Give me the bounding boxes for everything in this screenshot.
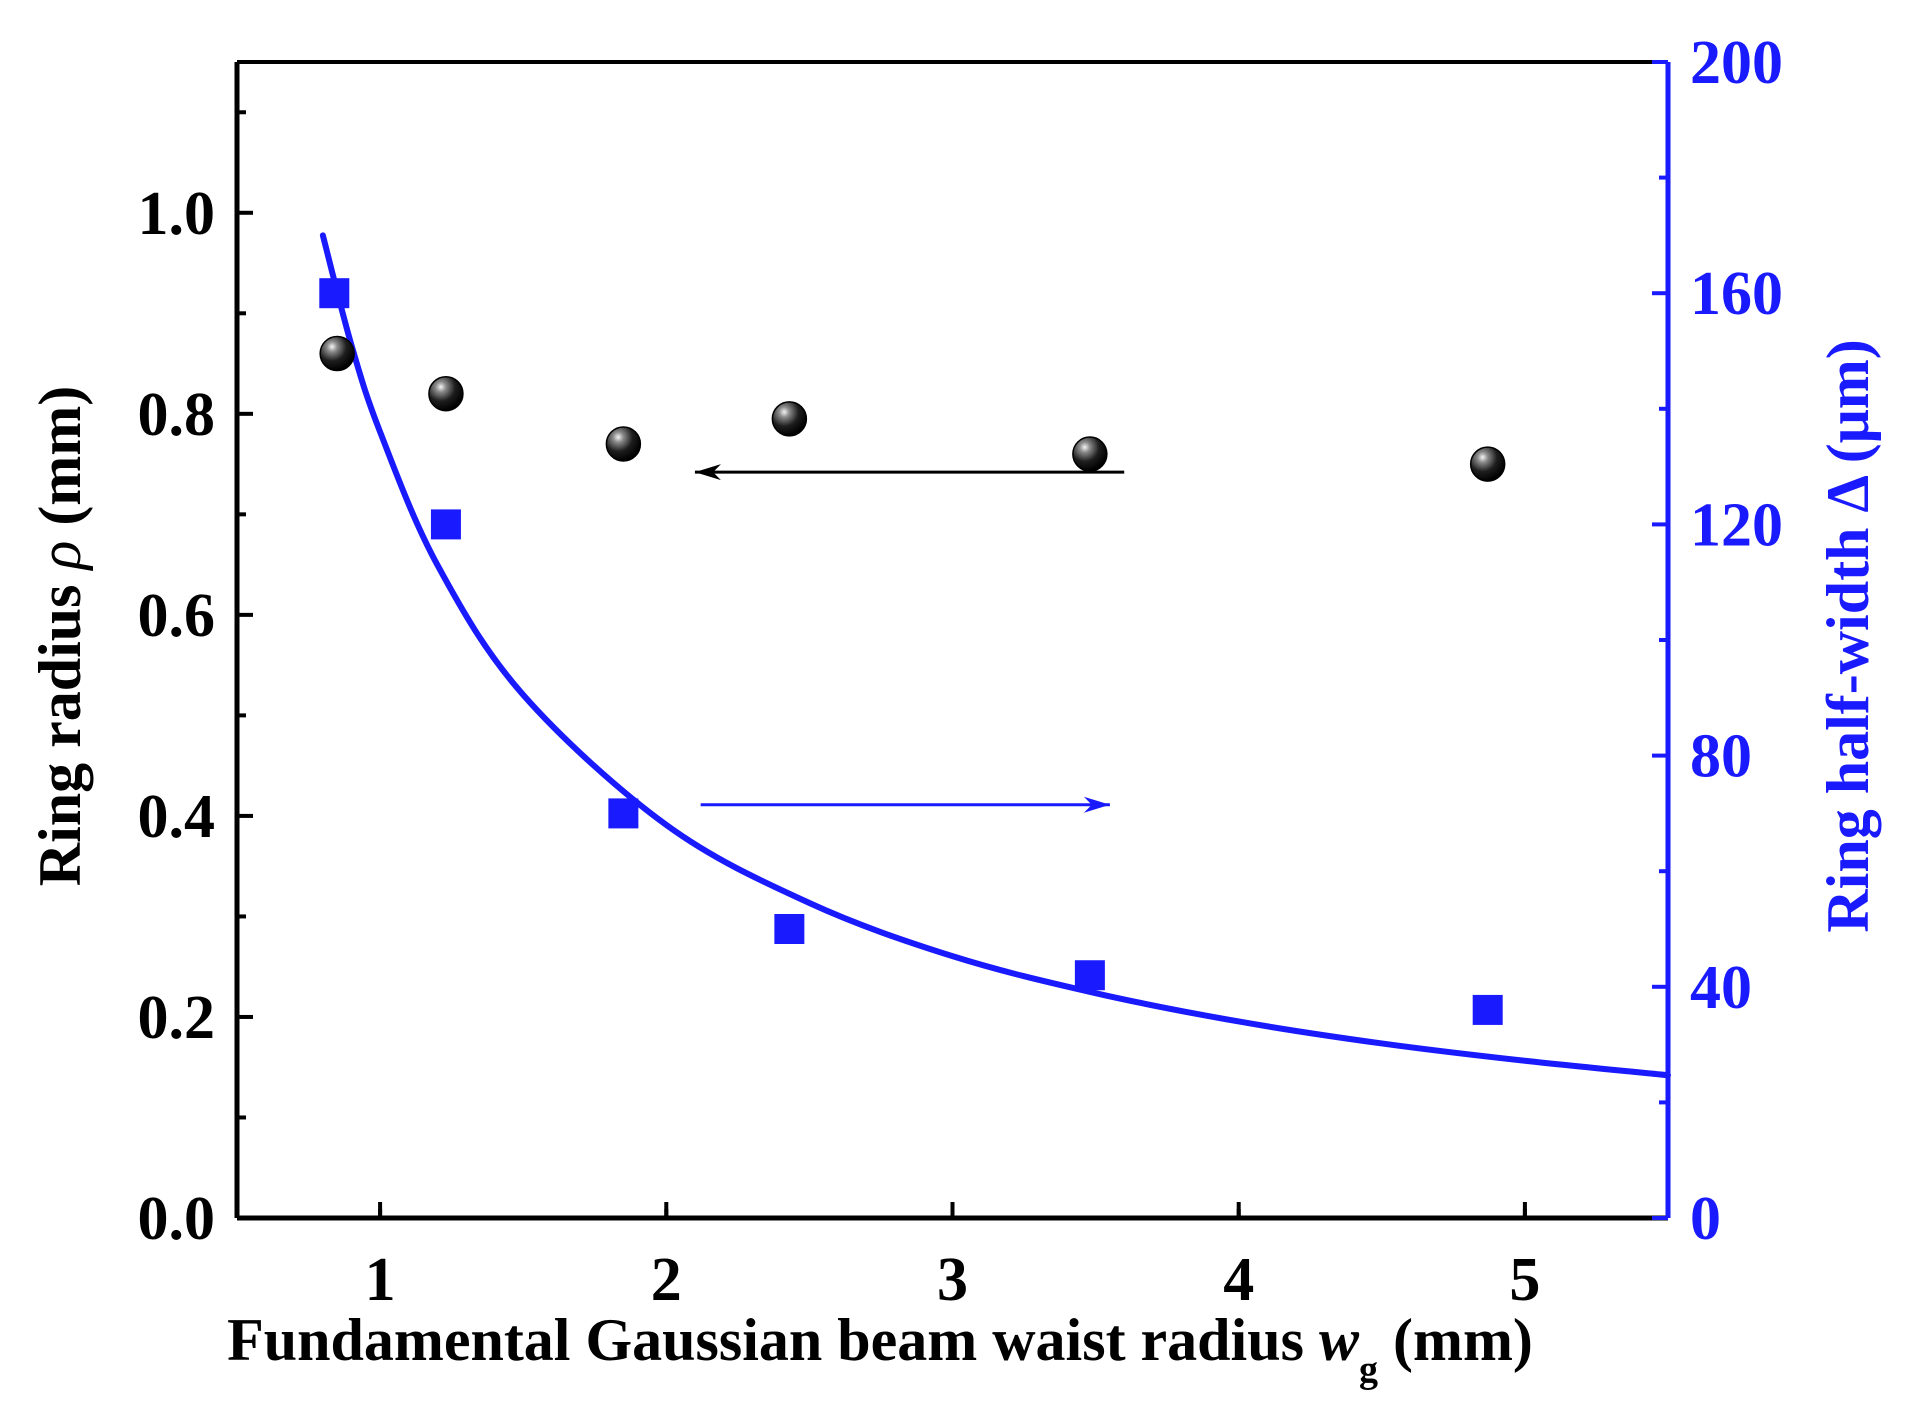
y-left-tick-label: 0.4: [138, 783, 216, 851]
y-right-tick-label: 0: [1690, 1185, 1721, 1253]
y-right-tick-label: 120: [1690, 491, 1783, 559]
right-arrowhead: [1083, 796, 1110, 813]
y-left-tick-label: 0.0: [138, 1185, 216, 1253]
y-left-axis-title: Ring radius ρ (mm): [27, 386, 93, 887]
ring-radius-point: [1072, 436, 1108, 472]
half-width-point: [319, 278, 350, 309]
y-right-axis-title: Ring half-width Δ (μm): [1815, 339, 1881, 932]
plot-area: 1 2 3 4 5 0.0 0.2 0.4 0.6 0.8 1.0 0 40 80 120 160 200: [138, 29, 1784, 1314]
ring-radius-point: [771, 401, 808, 437]
y-left-tick-label: 0.2: [138, 984, 216, 1052]
half-width-point: [430, 509, 461, 540]
x-tick-label: 3: [937, 1246, 968, 1314]
half-width-point: [608, 798, 639, 829]
ring-radius-point: [428, 375, 464, 412]
x-tick-label: 1: [365, 1246, 396, 1314]
x-tick-label: 4: [1223, 1246, 1254, 1314]
left-arrowhead: [694, 464, 721, 481]
x-tick-label: 2: [651, 1246, 682, 1314]
x-axis-title: Fundamental Gaussian beam waist radius w…: [227, 1307, 1533, 1391]
half-width-point: [774, 914, 805, 944]
y-left-tick-label: 1.0: [138, 180, 216, 248]
ring-radius-point: [319, 335, 355, 372]
half-width-point: [1472, 994, 1503, 1025]
y-left-tick-label: 0.6: [138, 582, 216, 650]
ring-radius-point: [605, 426, 642, 462]
y-right-tick-label: 200: [1690, 29, 1783, 97]
x-tick-label: 5: [1509, 1246, 1540, 1314]
fit-curve: [319, 232, 1671, 1079]
y-right-tick-label: 80: [1690, 723, 1752, 791]
half-width-point: [1074, 960, 1105, 991]
y-right-tick-label: 40: [1690, 954, 1752, 1022]
ring-radius-point: [1469, 446, 1506, 482]
y-right-tick-label: 160: [1690, 260, 1783, 328]
y-left-tick-label: 0.8: [138, 381, 216, 449]
